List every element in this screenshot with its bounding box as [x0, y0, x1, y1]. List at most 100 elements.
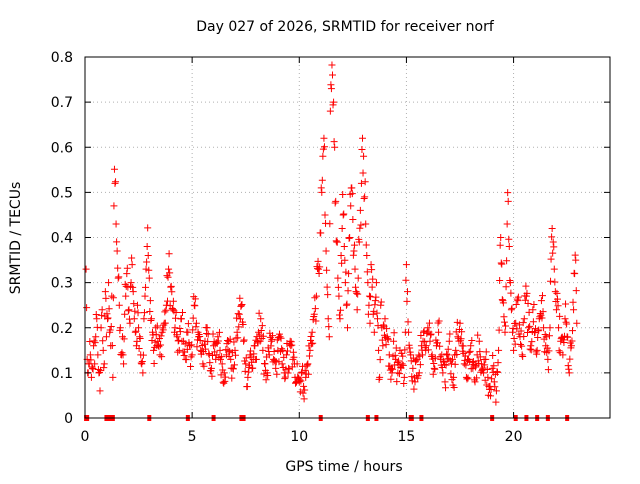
- data-point: [326, 107, 334, 115]
- data-point: [434, 339, 441, 347]
- data-point: [331, 199, 339, 207]
- data-point: [352, 283, 360, 291]
- data-point: [400, 380, 408, 388]
- data-point: [553, 289, 561, 297]
- data-point: [540, 324, 548, 332]
- data-point: [374, 315, 381, 323]
- data-point: [218, 353, 226, 361]
- data-point: [512, 300, 520, 308]
- data-point: [500, 318, 508, 326]
- data-point: [316, 263, 324, 271]
- data-point: [518, 342, 526, 350]
- data-point: [464, 374, 472, 382]
- data-point: [134, 301, 141, 309]
- data-point: [205, 349, 213, 357]
- data-point: [538, 314, 546, 322]
- data-point: [507, 289, 515, 297]
- data-point: [104, 314, 112, 322]
- data-point: [189, 326, 197, 334]
- data-point: [517, 341, 525, 349]
- data-point: [312, 292, 320, 300]
- data-point: [492, 387, 500, 395]
- x-tick-label: 5: [188, 429, 197, 445]
- data-point: [453, 318, 461, 326]
- data-point: [287, 342, 295, 350]
- data-point: [244, 368, 252, 376]
- data-point: [262, 366, 270, 374]
- data-point: [502, 322, 510, 330]
- data-point: [510, 346, 518, 354]
- data-point: [124, 307, 132, 315]
- x-tick-label: 10: [290, 429, 308, 445]
- data-point: [92, 310, 100, 318]
- data-point: [168, 288, 176, 296]
- data-point: [450, 383, 458, 391]
- data-point: [324, 315, 332, 323]
- x-tick-label: 20: [505, 429, 523, 445]
- data-point: [143, 258, 151, 266]
- data-point: [108, 341, 116, 349]
- data-point: [427, 330, 435, 338]
- data-point: [244, 373, 252, 381]
- data-point: [293, 378, 301, 386]
- data-point: [148, 337, 156, 345]
- data-point: [364, 310, 372, 318]
- data-point: [331, 143, 339, 151]
- data-point: [263, 353, 271, 361]
- data-point: [183, 328, 191, 336]
- data-point: [114, 264, 122, 272]
- data-point: [509, 324, 517, 332]
- data-point: [551, 278, 559, 286]
- data-point: [324, 291, 332, 299]
- data-point: [567, 344, 575, 352]
- data-point: [367, 261, 375, 269]
- data-point: [560, 338, 568, 346]
- data-point: [522, 282, 530, 290]
- data-point: [241, 357, 249, 365]
- data-point: [382, 341, 390, 349]
- data-point: [491, 383, 499, 391]
- data-point: [238, 301, 246, 309]
- data-point: [192, 323, 200, 331]
- data-point: [448, 376, 456, 384]
- data-point: [539, 292, 546, 300]
- data-point: [157, 341, 165, 349]
- data-point: [439, 357, 447, 365]
- data-point: [151, 338, 159, 346]
- data-point: [240, 337, 248, 345]
- data-point: [257, 327, 265, 335]
- data-point: [101, 288, 109, 296]
- data-point: [128, 261, 136, 269]
- data-point: [489, 352, 497, 360]
- data-point: [110, 202, 118, 210]
- data-point: [202, 324, 210, 332]
- data-point: [498, 260, 506, 268]
- data-point: [497, 259, 505, 267]
- data-point: [120, 360, 128, 368]
- data-point: [340, 210, 348, 218]
- data-point: [251, 342, 259, 350]
- data-point: [221, 373, 229, 381]
- chart-title: Day 027 of 2026, SRMTID for receiver nor…: [196, 19, 495, 35]
- data-point: [526, 322, 534, 330]
- data-point: [446, 330, 454, 338]
- data-point: [442, 361, 450, 369]
- data-point: [93, 315, 101, 323]
- data-point: [176, 324, 184, 332]
- data-point: [482, 348, 490, 356]
- data-point: [563, 320, 571, 328]
- data-point: [350, 241, 358, 249]
- data-point: [342, 301, 350, 309]
- data-point: [221, 377, 229, 385]
- data-point: [401, 346, 409, 354]
- data-point: [517, 327, 525, 335]
- data-point: [330, 138, 338, 146]
- data-point: [136, 333, 144, 341]
- data-point: [262, 376, 270, 384]
- data-point: [281, 373, 289, 381]
- data-point: [523, 289, 531, 297]
- data-point: [161, 319, 169, 327]
- data-point: [562, 300, 570, 308]
- data-point: [365, 292, 373, 300]
